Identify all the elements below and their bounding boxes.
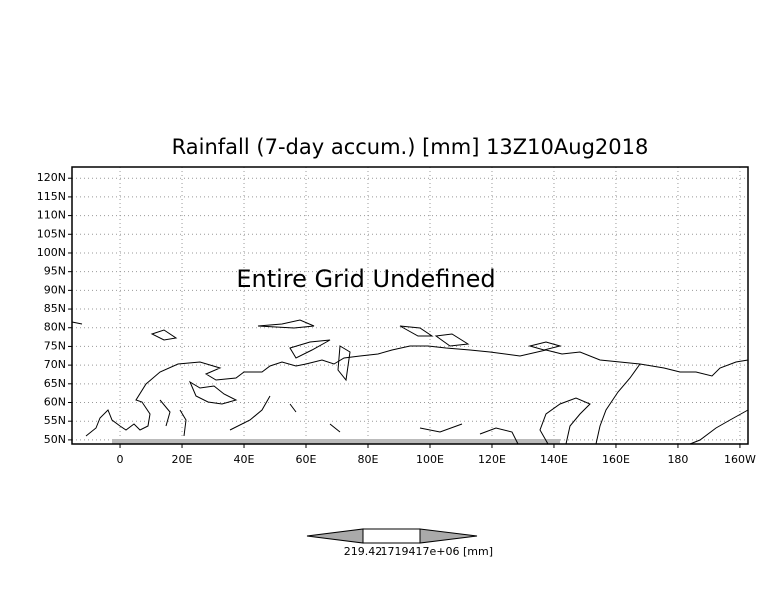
x-tick-label: 0 <box>117 453 124 466</box>
y-tick-label: 90N <box>44 283 66 296</box>
colorbar-label: 1719417e+06 <box>381 545 460 558</box>
x-tick-label: 120E <box>478 453 506 466</box>
y-tick-label: 100N <box>37 246 66 259</box>
coastlines <box>71 319 749 445</box>
y-tick-label: 105N <box>37 227 66 240</box>
y-tick-label: 95N <box>44 265 66 278</box>
coastline <box>85 345 749 437</box>
y-tick-label: 65N <box>44 377 66 390</box>
colorbar-low <box>306 528 364 544</box>
map-frame <box>71 166 749 445</box>
x-tick-label: 20E <box>172 453 193 466</box>
y-tick-label: 110N <box>37 209 66 222</box>
colorbar-unit: [mm] <box>463 545 493 558</box>
coastline <box>539 397 591 445</box>
x-tick-label: 60E <box>296 453 317 466</box>
undefined-strip <box>112 439 560 444</box>
coastline <box>595 363 641 445</box>
x-tick-label: 100E <box>416 453 444 466</box>
y-tick-label: 55N <box>44 414 66 427</box>
x-tick-label: 160W <box>724 453 756 466</box>
x-tick-label: 140E <box>540 453 568 466</box>
y-tick-label: 120N <box>37 171 66 184</box>
colorbar: 219.42 1719417e+06 [mm] <box>306 528 493 558</box>
y-tick-label: 115N <box>37 190 66 203</box>
coastline <box>479 427 519 445</box>
x-tick-label: 80E <box>358 453 379 466</box>
coastline <box>71 319 562 382</box>
y-tick-label: 60N <box>44 396 66 409</box>
coastline <box>159 380 463 437</box>
x-tick-label: 160E <box>602 453 630 466</box>
x-tick-label: 180 <box>667 453 688 466</box>
map-title: Rainfall (7-day accum.) [mm] 13Z10Aug201… <box>172 135 649 159</box>
colorbar-label: 219.42 <box>344 545 383 558</box>
annotation: Entire Grid Undefined <box>236 265 495 293</box>
x-tick-label: 40E <box>234 453 255 466</box>
grid <box>72 167 748 444</box>
y-tick-label: 75N <box>44 339 66 352</box>
y-tick-label: 70N <box>44 358 66 371</box>
y-tick-label: 50N <box>44 433 66 446</box>
colorbar-mid <box>362 528 421 544</box>
coastline <box>689 409 749 445</box>
y-tick-label: 85N <box>44 302 66 315</box>
colorbar-high <box>419 528 478 544</box>
y-tick-label: 80N <box>44 321 66 334</box>
